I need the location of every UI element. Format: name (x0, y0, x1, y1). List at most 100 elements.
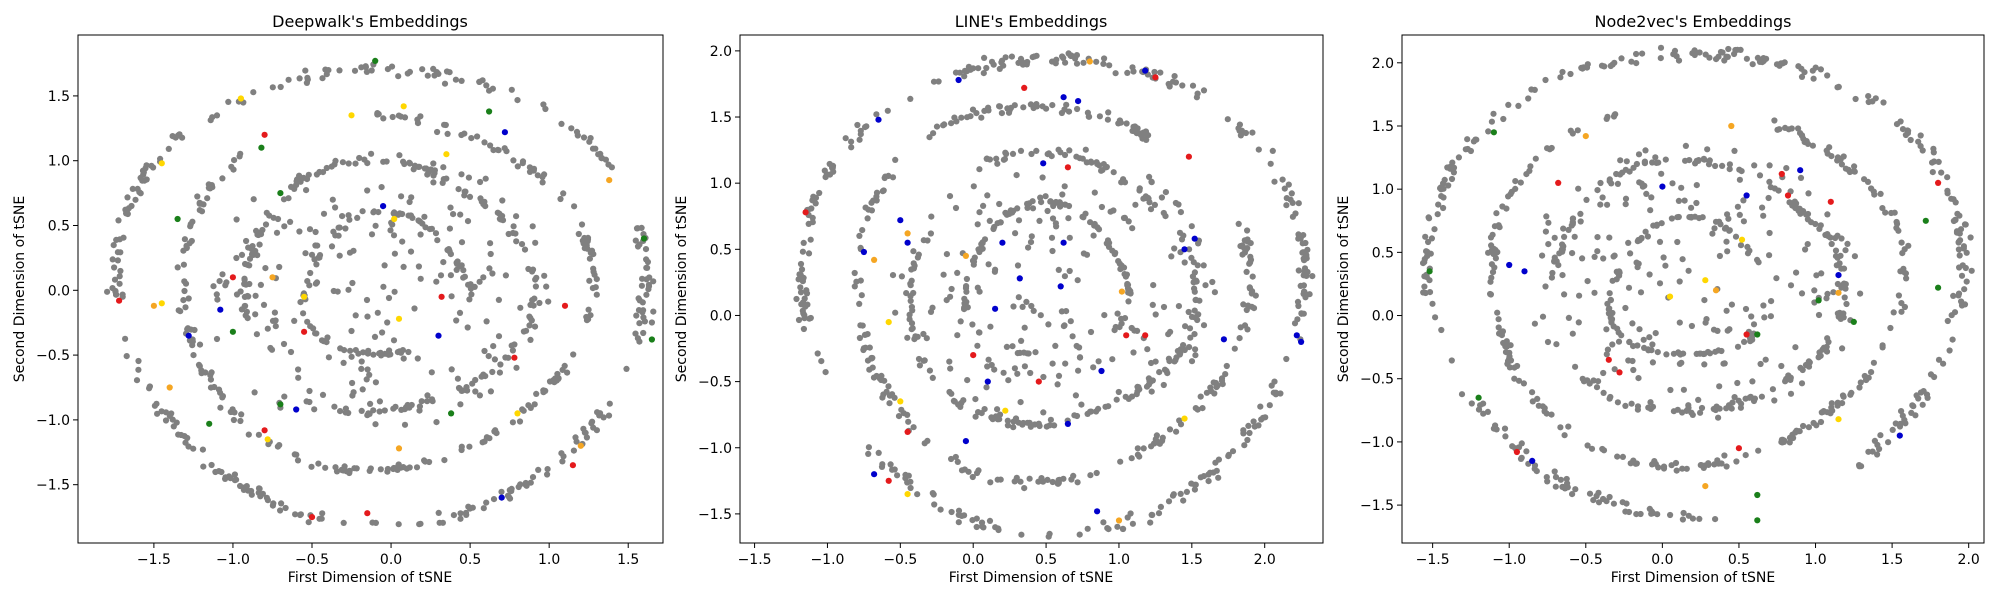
data-point (1768, 298, 1775, 305)
y-tick-label: 2.0 (710, 44, 732, 60)
data-point (1559, 483, 1566, 490)
data-point (511, 341, 518, 348)
data-point (1633, 160, 1640, 168)
data-point (1744, 250, 1752, 257)
data-point (217, 404, 224, 411)
highlighted-point-green (229, 328, 236, 335)
data-point (1628, 400, 1635, 407)
data-point (1557, 74, 1564, 81)
data-point (1125, 298, 1132, 305)
data-point (1291, 320, 1299, 327)
data-point (1667, 511, 1674, 519)
data-point (1075, 367, 1082, 374)
data-point (104, 288, 111, 295)
data-point (1751, 162, 1758, 169)
data-point (1552, 474, 1560, 481)
data-point (1719, 49, 1726, 56)
data-point (859, 227, 866, 234)
data-point (1627, 460, 1634, 467)
data-point (953, 118, 960, 125)
data-point (140, 171, 147, 178)
data-point (1798, 132, 1806, 139)
data-point (1609, 61, 1616, 68)
data-point (1002, 54, 1009, 61)
data-point (1525, 95, 1532, 102)
data-point (1100, 60, 1107, 67)
data-point (407, 248, 415, 255)
data-point (502, 272, 509, 279)
data-point (1188, 358, 1196, 365)
data-point (255, 231, 262, 239)
data-point (1240, 301, 1247, 308)
data-point (1438, 326, 1445, 334)
data-point (1437, 184, 1445, 191)
data-point (983, 64, 990, 72)
data-point (358, 358, 365, 365)
data-point (1518, 454, 1525, 461)
data-point (305, 519, 312, 526)
data-point (1693, 199, 1700, 207)
data-point (1852, 95, 1859, 103)
highlighted-point-green (277, 190, 284, 197)
data-point (1633, 50, 1640, 58)
data-point (1956, 252, 1963, 259)
data-point (1110, 169, 1117, 176)
data-point (1533, 468, 1540, 475)
data-point (1778, 362, 1785, 370)
data-point (1944, 190, 1951, 197)
data-point (363, 296, 371, 304)
data-point (1851, 163, 1858, 170)
data-point (1224, 116, 1231, 123)
data-point (988, 361, 995, 369)
data-point (1741, 338, 1748, 345)
data-point (177, 308, 184, 315)
data-point (219, 393, 226, 400)
y-tick-label: −0.5 (36, 348, 70, 364)
x-axis-ticks: −1.5 −1.0 −0.5 0.0 0.5 1.0 1.5 2.0 (1416, 543, 1980, 568)
data-point (1288, 190, 1295, 197)
data-point (1955, 290, 1963, 297)
data-point (1306, 291, 1313, 298)
data-point (136, 189, 143, 196)
data-point (980, 524, 987, 531)
y-tick-label: −1.5 (1360, 498, 1394, 514)
data-point (1200, 262, 1207, 269)
data-point (1756, 58, 1764, 65)
data-point (633, 312, 640, 319)
data-point (1604, 201, 1611, 208)
data-point (1037, 312, 1044, 319)
data-point (907, 484, 914, 492)
data-point (415, 263, 422, 270)
data-point (1603, 498, 1610, 505)
data-point (498, 488, 505, 495)
data-point (359, 386, 366, 393)
data-point (213, 335, 221, 343)
data-point (1529, 389, 1536, 396)
data-point (1116, 260, 1123, 267)
data-point (1783, 375, 1790, 382)
data-point (1431, 226, 1438, 233)
data-point (457, 515, 464, 522)
data-point (1094, 161, 1101, 168)
highlighted-point-orange (1118, 288, 1125, 295)
data-point (580, 134, 588, 141)
data-point (1121, 315, 1129, 322)
data-point (853, 278, 860, 285)
data-point (458, 443, 465, 450)
data-point (264, 325, 271, 332)
data-point (1842, 247, 1849, 254)
data-point (352, 312, 359, 319)
data-point (330, 228, 337, 235)
data-point (319, 169, 327, 176)
highlighted-point-red (1513, 448, 1520, 456)
data-point (805, 220, 812, 227)
data-point (1724, 211, 1731, 218)
highlighted-point-yellow (1002, 407, 1009, 414)
data-point (345, 212, 352, 219)
data-point (1760, 302, 1767, 309)
data-point (441, 457, 448, 464)
data-point (1281, 185, 1288, 192)
data-point (570, 447, 578, 454)
highlighted-point-red (1152, 74, 1159, 81)
data-point (1695, 157, 1702, 164)
